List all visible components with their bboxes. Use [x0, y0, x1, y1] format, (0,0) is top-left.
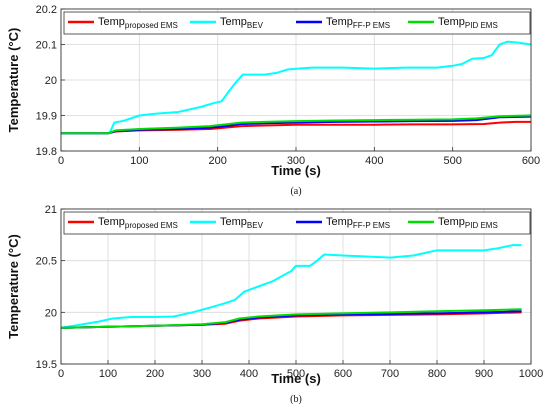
legend-label: TempFF-P EMS — [326, 16, 390, 30]
x-tick-label: 500 — [287, 368, 305, 380]
legend-entry: TempPID EMS — [408, 216, 498, 230]
x-tick-label: 100 — [99, 368, 117, 380]
legend-entry: TempFF-P EMS — [296, 216, 390, 230]
legend: Tempproposed EMS TempBEV TempFF-P EMS TempP… — [63, 211, 531, 235]
x-tick-label: 800 — [428, 368, 446, 380]
legend-label: TempBEV — [220, 16, 264, 30]
series-line-pid-ems — [60, 308, 522, 329]
x-tick-label: 700 — [381, 368, 399, 380]
x-tick-label: 200 — [146, 368, 164, 380]
x-axis-label: Time (s) — [271, 371, 321, 386]
legend-label: Tempproposed EMS — [98, 216, 178, 230]
chart-2: 0 100 200 300 400 500 600 700 800 900 1000 19.5 20 20… — [6, 204, 543, 405]
legend-entry: TempBEV — [190, 16, 264, 30]
subfigure-caption: (b) — [290, 394, 302, 405]
subfigure-caption: (a) — [290, 186, 301, 197]
y-tick-label: 20.1 — [36, 40, 57, 52]
x-tick-label: 0 — [58, 368, 64, 380]
x-tick-label: 600 — [522, 155, 540, 167]
y-tick-label: 20 — [45, 307, 57, 319]
x-tick-label: 600 — [334, 368, 352, 380]
x-tick-label: 900 — [475, 368, 493, 380]
y-tick-label: 19.8 — [36, 146, 57, 158]
legend-entry: Tempproposed EMS — [68, 16, 178, 30]
x-tick-label: 200 — [208, 155, 226, 167]
legend-label: TempFF-P EMS — [326, 216, 390, 230]
x-tick-label: 300 — [287, 155, 305, 167]
legend-entry: Tempproposed EMS — [68, 216, 178, 230]
x-tick-label: 400 — [365, 155, 383, 167]
legend-label: Tempproposed EMS — [98, 16, 178, 30]
y-tick-label: 20 — [45, 75, 57, 87]
x-tick-label: 300 — [193, 368, 211, 380]
y-axis-label: Temperature (°C) — [6, 234, 21, 339]
legend-entry: TempFF-P EMS — [296, 16, 390, 30]
series-line-bev — [60, 244, 522, 329]
series-line-pid-ems — [61, 114, 532, 135]
y-tick-label: 21 — [45, 204, 57, 216]
x-tick-label: 1000 — [519, 368, 543, 380]
x-tick-label: 500 — [443, 155, 461, 167]
x-tick-label: 100 — [130, 155, 148, 167]
y-axis-label: Temperature (°C) — [6, 28, 21, 133]
x-tick-label: 0 — [58, 155, 64, 167]
x-tick-label: 400 — [240, 368, 258, 380]
legend-label: TempPID EMS — [438, 16, 498, 30]
x-axis-label: Time (s) — [271, 163, 321, 178]
y-tick-label: 19.5 — [36, 359, 57, 371]
legend-label: TempPID EMS — [438, 216, 498, 230]
y-tick-label: 20.2 — [36, 4, 57, 16]
y-tick-label: 20.5 — [36, 256, 57, 268]
legend-label: TempBEV — [220, 216, 264, 230]
legend-entry: TempPID EMS — [408, 16, 498, 30]
legend: Tempproposed EMS TempBEV TempFF-P EMS TempP… — [63, 11, 531, 35]
y-tick-label: 19.9 — [36, 111, 57, 123]
legend-entry: TempBEV — [190, 216, 264, 230]
chart-1: 0 100 200 300 400 500 600 19.8 19.9 20 20.1 20.2 Tim… — [6, 4, 540, 197]
series-line-bev — [61, 40, 532, 135]
